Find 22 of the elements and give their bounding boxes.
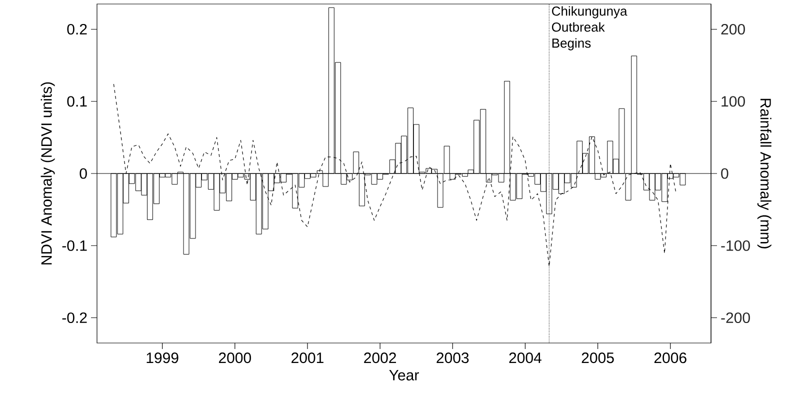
y-tick-label: 0.1 <box>67 96 87 107</box>
x-tick-label: 2006 <box>654 352 686 364</box>
x-tick-label: 2003 <box>436 352 469 364</box>
ref-line-label: Chikungunya Outbreak Begins <box>552 6 628 50</box>
x-tick-label: 2005 <box>582 352 614 364</box>
x-axis-title: Year <box>389 370 419 380</box>
y-tick-label: -0.2 <box>62 312 87 324</box>
y-axis-title: NDVI Anomaly (NDVI units) <box>40 82 55 264</box>
x-tick-label: 2001 <box>292 352 324 364</box>
y-tick-label: 0 <box>80 168 87 179</box>
y2-tick-label: 100 <box>722 96 745 107</box>
y2-tick-label: 200 <box>721 24 745 35</box>
x-tick-label: 2002 <box>364 352 396 364</box>
x-tick-label: 2004 <box>509 352 542 364</box>
y2-tick-label: -200 <box>721 312 750 324</box>
x-tick-label: 2000 <box>218 352 251 364</box>
y-tick-label: -0.1 <box>62 240 87 251</box>
y2-tick-label: -100 <box>721 240 750 251</box>
y2-tick-label: 0 <box>721 168 728 179</box>
y-tick-label: 0.2 <box>67 24 87 35</box>
y2-axis-title: Rainfall Anomaly (mm) <box>757 98 772 248</box>
x-tick-label: 1999 <box>146 352 178 364</box>
